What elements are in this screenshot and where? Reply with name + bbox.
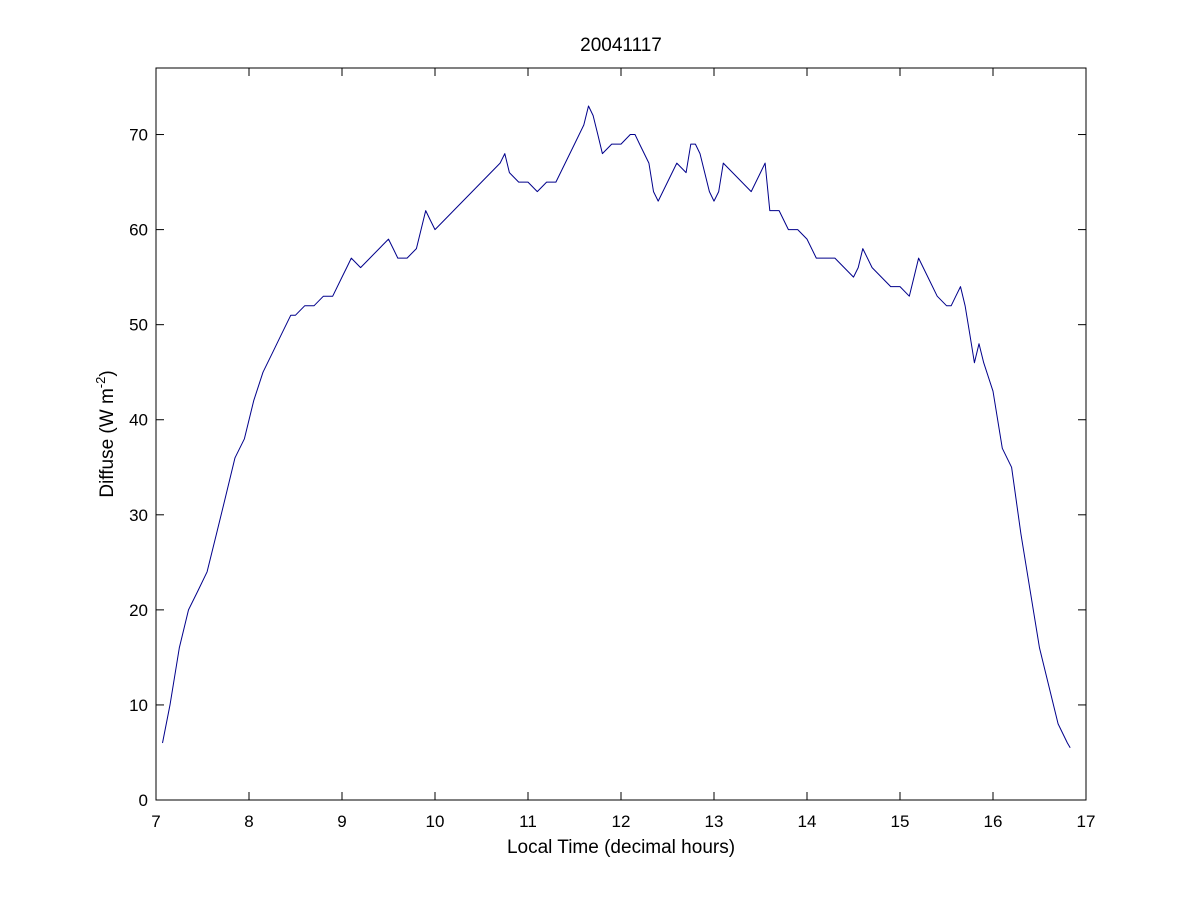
y-tick-label-6: 60 — [129, 221, 148, 240]
plot-frame — [155, 67, 1087, 801]
x-tick-label-0: 7 — [151, 812, 160, 831]
y-tick-label-3: 30 — [129, 506, 148, 525]
y-axis-label-close: ) — [97, 370, 118, 376]
y-axis-label-main: Diffuse (W m — [97, 388, 118, 497]
x-axis-label: Local Time (decimal hours) — [507, 837, 735, 858]
x-tick-label-4: 11 — [519, 812, 537, 831]
x-tick-label-10: 17 — [1077, 812, 1096, 831]
x-tick-label-8: 15 — [891, 812, 910, 831]
y-tick-label-7: 70 — [129, 126, 148, 145]
y-axis-label: Diffuse (W m-2) — [93, 370, 118, 497]
y-tick-label-2: 20 — [129, 601, 148, 620]
x-tick-label-9: 16 — [984, 812, 1003, 831]
y-tick-label-5: 50 — [129, 316, 148, 335]
x-tick-label-6: 13 — [705, 812, 724, 831]
x-tick-label-1: 8 — [244, 812, 253, 831]
x-tick-label-5: 12 — [612, 812, 631, 831]
x-tick-label-2: 9 — [337, 812, 346, 831]
y-axis-ticks: 0 10 20 30 40 50 60 70 — [129, 126, 1086, 810]
y-tick-label-1: 10 — [129, 696, 148, 715]
chart-title: 20041117 — [580, 35, 662, 56]
y-axis-label-superscript: -2 — [93, 377, 108, 389]
y-tick-label-4: 40 — [129, 411, 148, 430]
series-line — [162, 105, 1071, 748]
y-tick-label-0: 0 — [139, 791, 148, 810]
x-tick-label-7: 14 — [798, 812, 817, 831]
x-tick-label-3: 10 — [426, 812, 445, 831]
x-axis-ticks: 7 8 9 10 11 12 13 14 15 16 17 — [151, 68, 1095, 831]
plot-background — [156, 68, 1086, 800]
